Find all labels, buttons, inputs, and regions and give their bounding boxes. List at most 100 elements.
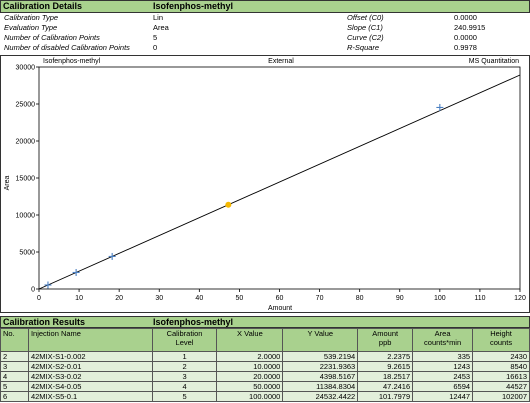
table-cell: 50.0000 <box>216 381 284 392</box>
param-value: 0.0000 <box>454 33 477 42</box>
x-tick-label: 10 <box>75 295 83 302</box>
compound-name: Isofenphos-methyl <box>153 1 234 11</box>
calibration-details-header: Calibration Details Isofenphos-methyl <box>0 0 530 13</box>
table-cell: 10.0000 <box>216 361 284 372</box>
y-tick-label: 5000 <box>19 250 35 257</box>
detail-value: 5 <box>153 33 158 42</box>
column-header: Amount ppb <box>357 328 414 352</box>
detail-value: Area <box>153 23 169 32</box>
column-header: Injection Name <box>27 328 153 352</box>
chart-header-left: Isofenphos-methyl <box>43 58 101 65</box>
table-cell: 42MIX-S2-0.01 <box>27 361 153 372</box>
table-row: 3 42MIX-S2-0.01 2 10.0000 2231.9363 9.2615 124… <box>0 361 530 372</box>
param-label: Curve (C2) <box>347 33 384 42</box>
table-cell: 2.2375 <box>357 351 414 362</box>
table-cell: 42MIX-S5-0.1 <box>27 391 153 402</box>
param-label: Offset (C0) <box>347 13 384 22</box>
detail-row: Number of Calibration Points 5 Curve (C2… <box>0 33 530 43</box>
table-cell: 1243 <box>412 361 474 372</box>
table-cell: 8540 <box>472 361 530 372</box>
table-row: 5 42MIX-S4-0.05 4 50.0000 11384.8304 47.2416 6… <box>0 381 530 392</box>
y-tick-label: 15000 <box>16 176 36 183</box>
detail-label: Evaluation Type <box>4 23 58 32</box>
detail-row: Number of disabled Calibration Points 0 … <box>0 43 530 53</box>
table-cell: 100.0000 <box>216 391 284 402</box>
y-tick-label: 0 <box>31 287 35 294</box>
table-cell: 102007 <box>472 391 530 402</box>
param-value: 0.9978 <box>454 43 477 52</box>
y-tick-label: 30000 <box>16 65 36 72</box>
column-header: Y Value <box>282 328 359 352</box>
table-cell: 539.2194 <box>282 351 359 362</box>
calibration-point <box>436 103 444 111</box>
table-cell: 42MIX-S4-0.05 <box>27 381 153 392</box>
table-cell: 9.2615 <box>357 361 414 372</box>
header-band <box>1 317 529 327</box>
detail-row: Calibration Type Lin Offset (C0) 0.0000 <box>0 13 530 23</box>
table-cell: 44527 <box>472 381 530 392</box>
x-tick-label: 100 <box>434 295 446 302</box>
x-tick-label: 110 <box>474 295 485 302</box>
param-label: Slope (C1) <box>347 23 383 32</box>
table-cell: 2.0000 <box>216 351 284 362</box>
table-cell: 101.7979 <box>357 391 414 402</box>
calibration-point <box>44 281 52 289</box>
table-cell: 4398.5167 <box>282 371 359 382</box>
column-header: Area counts*min <box>412 328 474 352</box>
table-cell: 20.0000 <box>216 371 284 382</box>
table-cell: 6 <box>0 391 29 402</box>
table-row: 2 42MIX-S1-0.002 1 2.0000 539.2194 2.2375 335 2… <box>0 351 530 362</box>
x-axis-label: Amount <box>268 305 292 312</box>
x-tick-label: 0 <box>37 295 41 302</box>
table-cell: 2 <box>151 361 218 372</box>
detail-row: Evaluation Type Area Slope (C1) 240.9915 <box>0 23 530 33</box>
table-cell: 2 <box>0 351 29 362</box>
table-header-row: No. Injection Name Calibration Level X V… <box>0 328 530 352</box>
y-tick-label: 25000 <box>16 102 36 109</box>
x-tick-label: 60 <box>276 295 284 302</box>
table-cell: 3 <box>0 361 29 372</box>
table-cell: 2430 <box>472 351 530 362</box>
table-cell: 6594 <box>412 381 474 392</box>
x-tick-label: 120 <box>514 295 526 302</box>
calibration-results-header: Calibration Results Isofenphos-methyl <box>0 316 530 328</box>
table-cell: 2453 <box>412 371 474 382</box>
calibration-details-title: Calibration Details <box>3 1 83 11</box>
table-cell: 5 <box>0 381 29 392</box>
table-cell: 11384.8304 <box>282 381 359 392</box>
y-axis-label: Area <box>4 176 11 191</box>
column-header: X Value <box>216 328 284 352</box>
calibration-plot: Isofenphos-methyl External MS Quantitati… <box>4 58 526 312</box>
x-tick-label: 30 <box>155 295 163 302</box>
table-cell: 1 <box>151 351 218 362</box>
column-header: No. <box>0 328 29 352</box>
plot-area <box>38 66 521 290</box>
table-cell: 24532.4422 <box>282 391 359 402</box>
detail-label: Number of disabled Calibration Points <box>4 43 130 52</box>
x-tick-label: 20 <box>115 295 123 302</box>
x-tick-label: 80 <box>356 295 364 302</box>
sample-point <box>225 201 232 208</box>
table-cell: 42MIX-S1-0.002 <box>27 351 153 362</box>
table-row: 4 42MIX-S3-0.02 3 20.0000 4398.5167 18.2517 24… <box>0 371 530 382</box>
param-value: 0.0000 <box>454 13 477 22</box>
header-band <box>1 1 529 12</box>
table-cell: 42MIX-S3-0.02 <box>27 371 153 382</box>
table-cell: 18.2517 <box>357 371 414 382</box>
y-tick-label: 10000 <box>16 213 36 220</box>
chart-header-center: External <box>268 58 294 65</box>
calibration-point <box>108 252 116 260</box>
table-cell: 335 <box>412 351 474 362</box>
detail-label: Number of Calibration Points <box>4 33 100 42</box>
param-value: 240.9915 <box>454 23 486 32</box>
calibration-results-title: Calibration Results <box>3 317 86 327</box>
calibration-results-table: No. Injection Name Calibration Level X V… <box>0 328 530 402</box>
table-cell: 5 <box>151 391 218 402</box>
table-cell: 12447 <box>412 391 474 402</box>
table-cell: 3 <box>151 371 218 382</box>
y-tick-label: 20000 <box>16 139 36 146</box>
calibration-point <box>72 268 80 276</box>
param-label: R-Square <box>347 43 380 52</box>
x-tick-label: 40 <box>195 295 203 302</box>
detail-value: Lin <box>153 13 164 22</box>
